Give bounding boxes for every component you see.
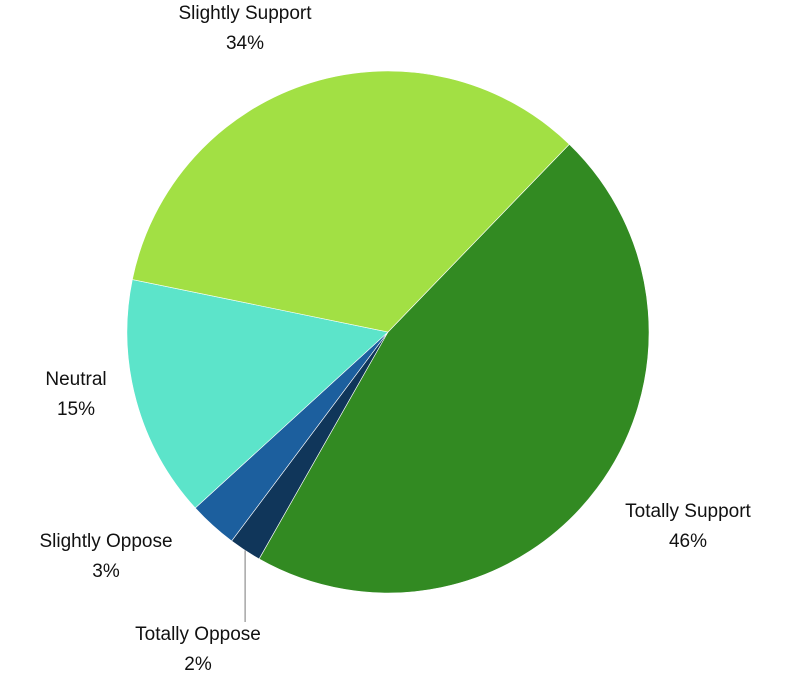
slice-value-slightly-oppose: 3%: [92, 561, 120, 582]
pie-slice-totally-support: [258, 143, 650, 594]
pie-slice-neutral: [126, 279, 389, 509]
slice-label-totally-oppose: Totally Oppose: [135, 624, 261, 645]
slice-label-neutral: Neutral: [45, 369, 106, 390]
slice-value-slightly-support: 34%: [226, 33, 264, 54]
pie-slices: [126, 70, 650, 594]
slice-value-totally-oppose: 2%: [184, 654, 212, 675]
slice-value-totally-support: 46%: [669, 531, 707, 552]
slice-labels: Totally Support 46% Totally Oppose 2% Slight…: [39, 3, 751, 675]
slice-label-slightly-support: Slightly Support: [178, 3, 312, 24]
slice-label-slightly-oppose: Slightly Oppose: [39, 531, 172, 552]
slice-value-neutral: 15%: [57, 399, 95, 420]
slice-label-totally-support: Totally Support: [625, 501, 751, 522]
pie-slice-slightly-support: [131, 70, 570, 333]
